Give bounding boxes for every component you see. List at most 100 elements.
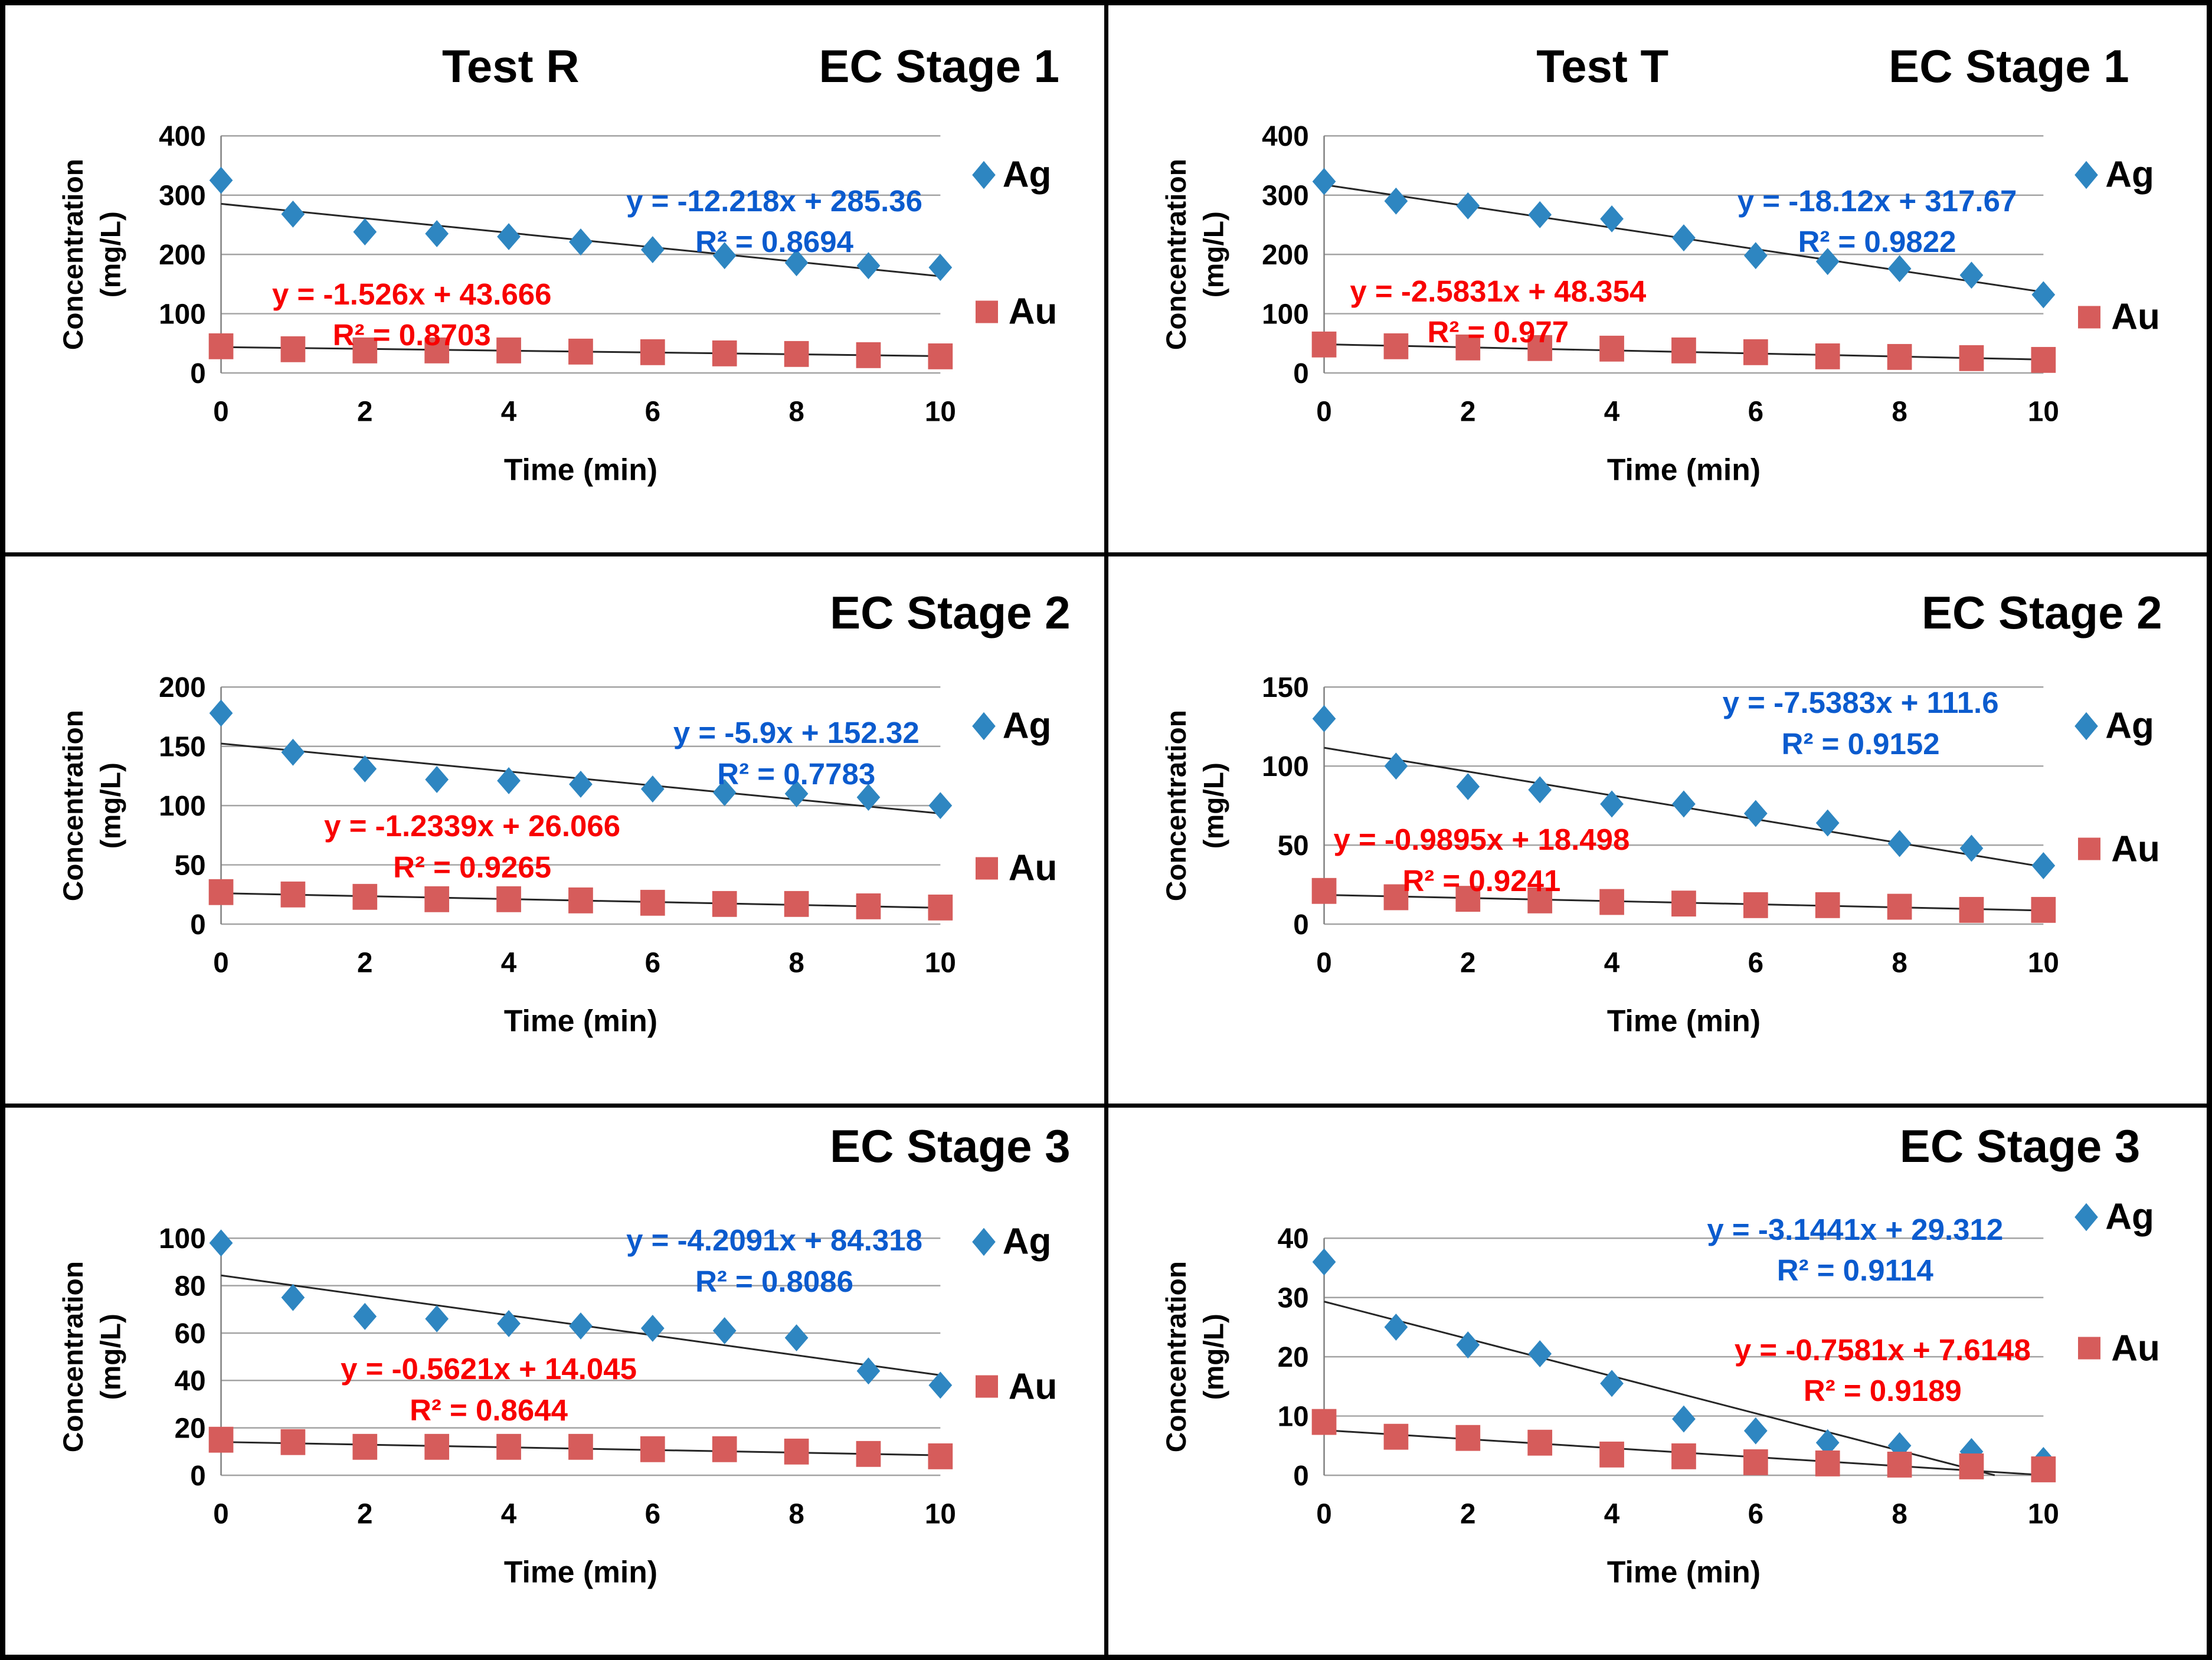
chart-canvas: 0 20 40 60 80 100 0 2 4 6 8 10 Time (min) Concentrati…: [58, 1223, 956, 1589]
au-data-point: [712, 340, 737, 366]
y-tick-label: 80: [175, 1271, 206, 1302]
chart-canvas: 0 100 200 300 400 0 2 4 6 8 10 Time (min) Concentrat…: [1161, 121, 2059, 486]
ag-data-point: [1527, 201, 1552, 228]
au-data-point: [1743, 339, 1768, 365]
ag-data-point: [569, 771, 593, 798]
y-tick-label: 0: [190, 1461, 206, 1492]
x-tick-label: 0: [213, 1499, 229, 1530]
au-data-point: [640, 1436, 665, 1462]
au-data-point: [640, 339, 665, 365]
legend-item-au: Au: [2078, 1327, 2160, 1369]
au-data-point: [1527, 335, 1552, 361]
x-tick-label: 10: [2027, 397, 2059, 428]
ag-data-point: [1743, 1417, 1768, 1445]
au-data-point: [352, 1433, 378, 1460]
ag-trendline-equation: y = -3.1441x + 29.312: [1707, 1212, 2004, 1246]
ag-data-point: [712, 1317, 737, 1344]
ag-data-point: [1959, 834, 1983, 862]
ag-data-point: [1384, 752, 1408, 780]
au-data-point: [1671, 1443, 1696, 1469]
y-axis-title-units: (mg/L): [96, 1314, 127, 1400]
legend-item-ag: Ag: [2074, 705, 2154, 747]
au-data-point: [1383, 884, 1408, 911]
x-tick-label: 10: [925, 1499, 956, 1530]
chart-panel-test-t-ec-stage-3: 0 10 20 30 40 0 2 4 6 8 10 Time (min) Concentration(…: [1108, 1108, 2207, 1655]
x-tick-label: 0: [213, 948, 229, 979]
au-data-point: [1311, 331, 1336, 358]
x-tick-label: 6: [1748, 948, 1763, 979]
x-axis-title: Time (min): [504, 1554, 657, 1589]
legend-label-au: Au: [1008, 291, 1058, 332]
y-axis-title-units: (mg/L): [1198, 762, 1229, 849]
ag-data-point: [281, 1284, 305, 1311]
chart-title-stage: EC Stage 1: [1889, 40, 2129, 92]
au-data-point: [1815, 1450, 1840, 1476]
y-tick-label: 100: [159, 1223, 206, 1255]
au-trendline-r2: R² = 0.9241: [1402, 863, 1561, 898]
legend-item-au: Au: [975, 1366, 1057, 1407]
chart-panel-test-r-ec-stage-1: 0 100 200 300 400 0 2 4 6 8 10 Time (min) Concentrat…: [5, 5, 1104, 552]
ag-data-point: [353, 1302, 377, 1330]
legend-item-ag: Ag: [971, 1221, 1051, 1263]
au-data-point: [1455, 334, 1480, 361]
legend-label-ag: Ag: [1002, 154, 1052, 195]
y-tick-label: 400: [159, 121, 206, 152]
au-data-point: [1815, 892, 1840, 918]
au-data-point: [1887, 1451, 1912, 1478]
ag-data-point: [1312, 1248, 1336, 1276]
x-tick-label: 10: [925, 948, 956, 979]
ag-data-point: [1887, 255, 1911, 283]
ag-data-point: [569, 228, 593, 256]
au-data-point: [784, 1438, 809, 1465]
au-data-point: [208, 879, 234, 905]
ag-trendline-r2: R² = 0.9114: [1776, 1253, 1933, 1288]
ag-data-point: [569, 1312, 593, 1340]
legend-label-au: Au: [2111, 1328, 2160, 1369]
au-data-point: [424, 337, 450, 364]
y-tick-label: 100: [1262, 751, 1309, 782]
y-tick-label: 60: [175, 1318, 206, 1350]
ag-trendline-equation: y = -5.9x + 152.32: [673, 716, 920, 750]
ag-data-point: [928, 792, 953, 820]
x-tick-label: 0: [1316, 1499, 1332, 1530]
au-data-point: [1743, 892, 1768, 918]
y-tick-label: 200: [159, 240, 206, 271]
x-tick-label: 4: [501, 1499, 517, 1530]
x-axis-title: Time (min): [504, 452, 657, 486]
ag-diamond-icon: [971, 1227, 996, 1256]
x-tick-label: 2: [1460, 948, 1476, 979]
legend-item-au: Au: [2078, 296, 2160, 338]
au-data-point: [1599, 889, 1624, 915]
x-tick-label: 6: [645, 948, 661, 979]
x-tick-label: 6: [1748, 1499, 1763, 1530]
ag-data-point: [353, 755, 377, 782]
ag-data-point: [497, 1309, 521, 1337]
y-tick-label: 0: [1293, 1461, 1309, 1492]
ag-data-point: [2031, 281, 2055, 309]
legend-item-ag: Ag: [2074, 154, 2154, 196]
ag-data-point: [281, 200, 305, 228]
x-tick-label: 2: [357, 948, 373, 979]
au-trendline-r2: R² = 0.9265: [393, 850, 552, 884]
legend-item-ag: Ag: [971, 154, 1052, 196]
chart-title-stage: EC Stage 3: [1899, 1120, 2141, 1172]
y-axis-title: Concentration: [58, 1261, 89, 1452]
y-tick-label: 0: [190, 909, 206, 941]
x-tick-label: 8: [788, 1499, 804, 1530]
ag-data-point: [209, 699, 233, 727]
x-tick-label: 0: [1316, 397, 1332, 428]
chart-canvas: 0 10 20 30 40 0 2 4 6 8 10 Time (min) Concentration(…: [1161, 1223, 2059, 1589]
y-axis-title: Concentration: [1161, 710, 1192, 901]
ag-diamond-icon: [971, 161, 996, 189]
chart-panel-test-r-ec-stage-2: 0 50 100 150 200 0 2 4 6 8 10 Time (min) Concentrati…: [5, 556, 1104, 1104]
x-tick-label: 8: [1892, 948, 1907, 979]
ag-data-point: [1671, 1405, 1696, 1433]
au-square-icon: [975, 857, 998, 880]
legend-item-au: Au: [2078, 828, 2160, 870]
ag-data-point: [2031, 852, 2055, 879]
ag-trendline-r2: R² = 0.9152: [1781, 727, 1940, 761]
au-square-icon: [2078, 306, 2101, 329]
ag-data-point: [784, 780, 809, 807]
ag-data-point: [425, 1305, 449, 1332]
